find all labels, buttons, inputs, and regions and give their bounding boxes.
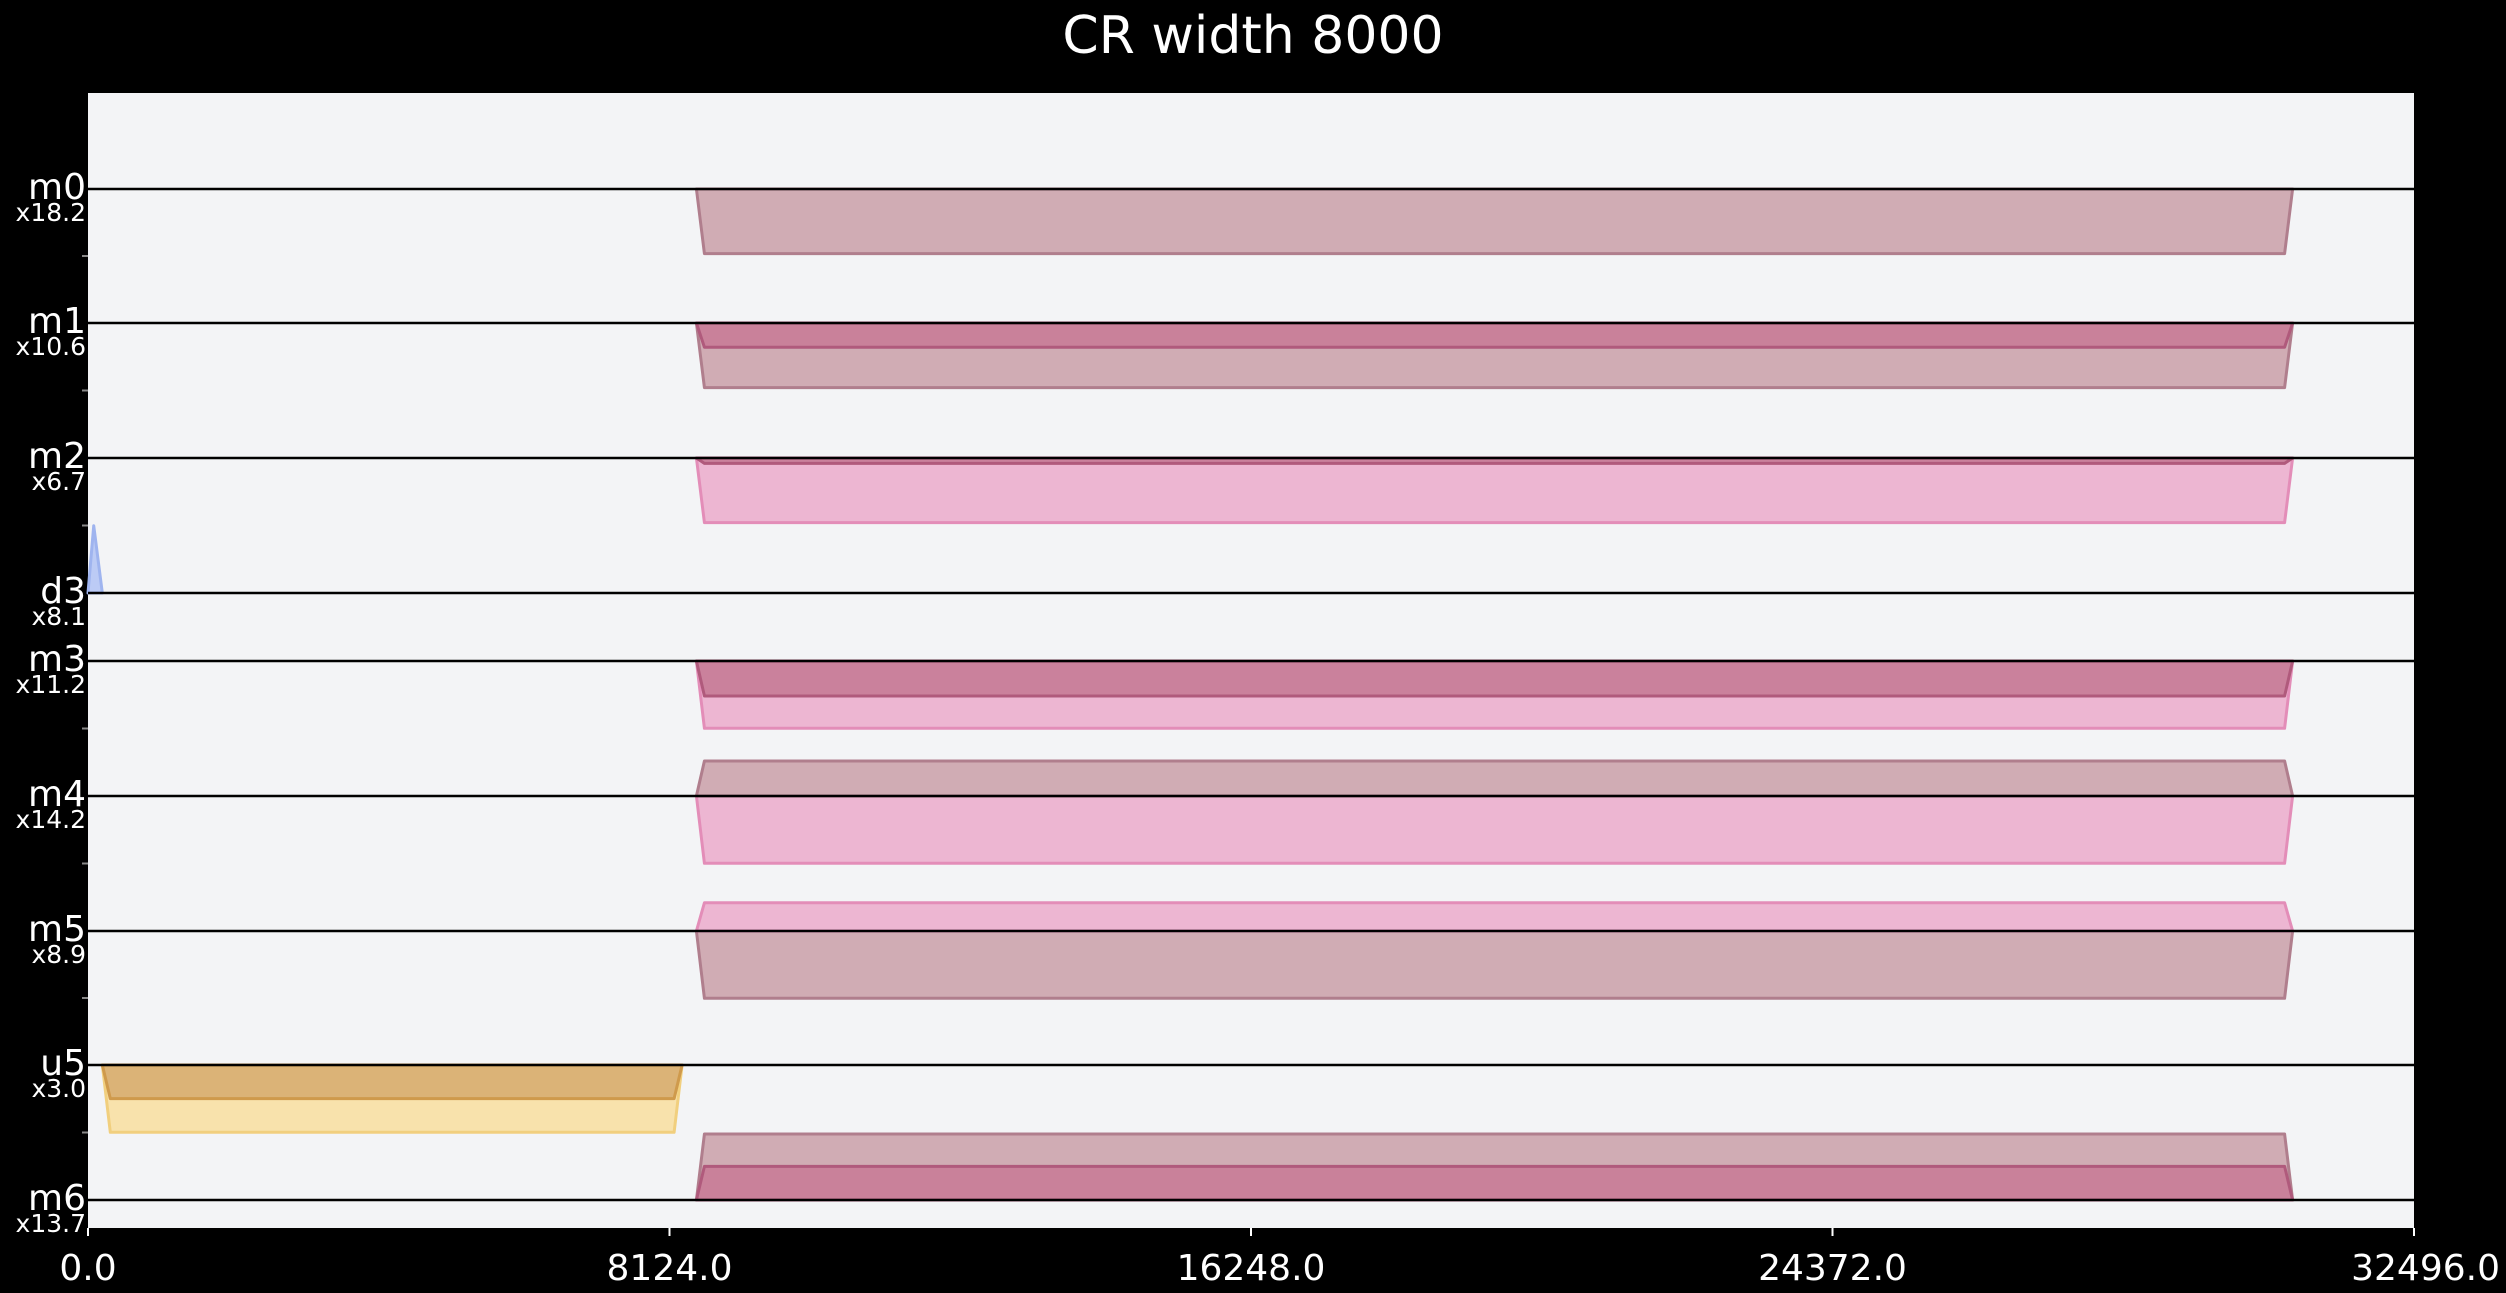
row-label-m4: m4 xyxy=(28,774,86,815)
row-scale-m5: x8.9 xyxy=(31,940,86,969)
x-tick-label: 32496.0 xyxy=(2351,1248,2500,1289)
x-tick-label: 8124.0 xyxy=(607,1248,733,1289)
x-tick-label: 0.0 xyxy=(59,1248,116,1289)
row-label-m0: m0 xyxy=(28,167,86,208)
x-tick-label: 24372.0 xyxy=(1758,1248,1907,1289)
row-scale-m0: x18.2 xyxy=(16,198,86,227)
row-scale-m1: x10.6 xyxy=(16,332,86,361)
row-scale-m3: x11.2 xyxy=(16,670,86,699)
trace-m5-0 xyxy=(694,929,2295,1000)
row-scale-u5: x3.0 xyxy=(31,1074,86,1103)
trace-u5-1 xyxy=(100,1063,684,1101)
row-label-m2: m2 xyxy=(28,436,86,477)
trace-m2-0 xyxy=(694,456,2295,525)
row-scale-m2: x6.7 xyxy=(31,467,86,496)
row-label-m1: m1 xyxy=(28,301,86,342)
row-scale-d3: x8.1 xyxy=(31,602,86,631)
x-tick-label: 16248.0 xyxy=(1177,1248,1326,1289)
trace-m5-1 xyxy=(694,901,2295,933)
trace-m0-0 xyxy=(694,187,2295,256)
row-scale-m6: x13.7 xyxy=(16,1209,86,1238)
row-label-m3: m3 xyxy=(28,639,86,680)
trace-m4-1 xyxy=(694,759,2295,798)
row-label-m6: m6 xyxy=(28,1178,86,1219)
trace-m3-1 xyxy=(694,659,2295,698)
row-label-u5: u5 xyxy=(40,1043,86,1084)
row-scale-m4: x14.2 xyxy=(16,805,86,834)
chart-title: CR width 8000 xyxy=(1062,6,1444,66)
trace-m6-1 xyxy=(694,1164,2295,1202)
trace-m1-1 xyxy=(694,321,2295,349)
row-label-m5: m5 xyxy=(28,909,86,950)
trace-m4-0 xyxy=(694,794,2295,865)
row-label-d3: d3 xyxy=(40,571,86,612)
